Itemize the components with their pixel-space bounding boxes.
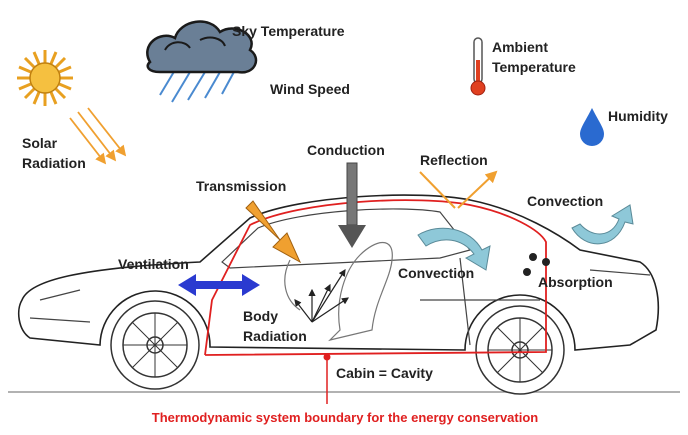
wheels — [110, 300, 565, 395]
label: Body Radiation — [243, 308, 307, 344]
convection-outside-arrow — [571, 204, 634, 245]
label: Absorption — [538, 274, 613, 290]
label: Convection — [527, 193, 603, 209]
droplet-icon — [580, 108, 604, 146]
absorption-dots — [523, 253, 550, 276]
label-line: Solar — [22, 135, 58, 151]
label: Ventilation — [118, 256, 189, 272]
label: Sky Temperature — [232, 23, 345, 39]
ventilation-arrow — [178, 274, 260, 296]
car-body — [17, 194, 660, 351]
label: Transmission — [196, 178, 286, 194]
label: Ambient Temperature — [492, 39, 576, 75]
label-line: Radiation — [243, 328, 307, 344]
label-line: Temperature — [492, 59, 576, 75]
caption: Thermodynamic system boundary for the en… — [152, 410, 539, 425]
label: Reflection — [420, 152, 488, 168]
convection-cabin-arrow — [417, 227, 491, 271]
solar-rays — [69, 107, 127, 165]
cloud-icon — [146, 20, 258, 103]
label: Solar Radiation — [22, 135, 86, 171]
sun-icon — [17, 50, 73, 106]
transmission-arrow — [245, 200, 302, 264]
label: Wind Speed — [270, 81, 350, 97]
thermometer-icon — [470, 37, 486, 96]
label-line: Radiation — [22, 155, 86, 171]
label: Conduction — [307, 142, 385, 158]
label: Cabin = Cavity — [336, 365, 433, 381]
body-radiation-arrows — [294, 268, 349, 323]
conduction-arrow — [338, 162, 366, 248]
label-line: Ambient — [492, 39, 548, 55]
reflection-arrows — [419, 170, 498, 209]
label: Convection — [398, 265, 474, 281]
car-details — [29, 257, 651, 346]
label: Humidity — [608, 108, 668, 124]
label-line: Body — [243, 308, 278, 324]
seats — [284, 242, 393, 342]
